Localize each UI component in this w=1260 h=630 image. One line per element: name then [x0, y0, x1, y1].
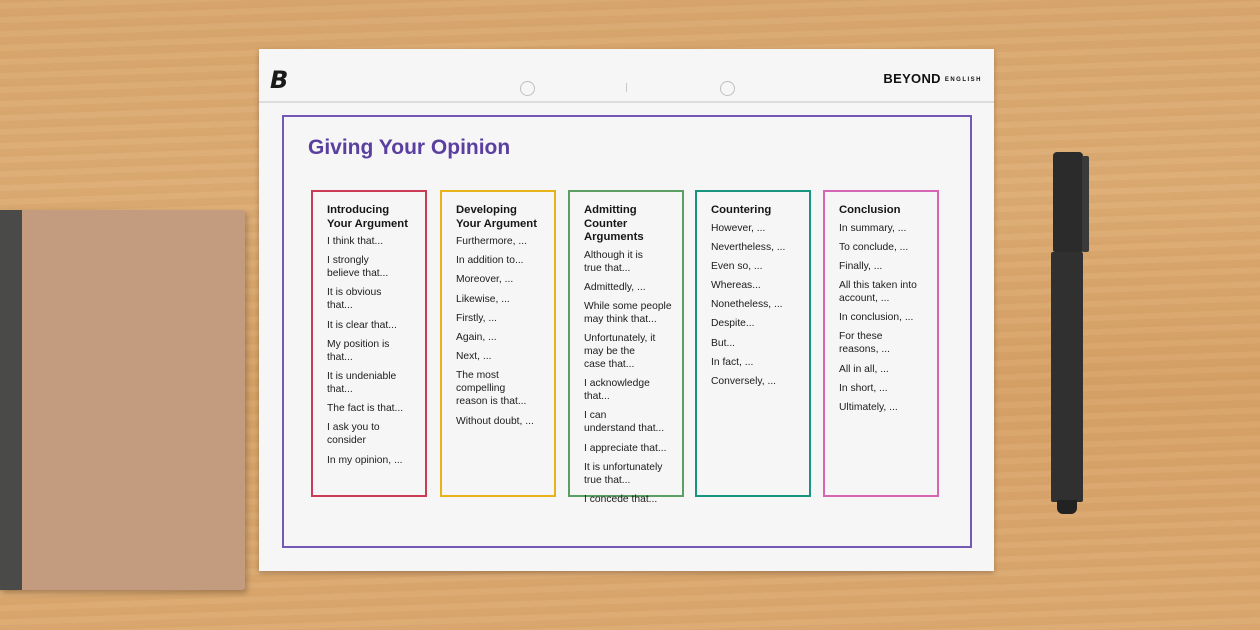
phrase-item: Likewise, ... — [456, 293, 510, 305]
phrase-item: I strongly believe that... — [327, 255, 389, 280]
pen-body — [1051, 252, 1083, 502]
pen-clip — [1082, 156, 1089, 252]
phrase-item: But... — [711, 337, 736, 349]
phrase-item: Furthermore, ... — [456, 236, 527, 247]
phrase-item: Next, ... — [456, 351, 492, 363]
pen-cap — [1053, 152, 1083, 252]
phrase-column: Developing Your Argument Furthermore, ...… — [440, 190, 556, 497]
phrase-item: Finally, ... — [839, 260, 883, 272]
phrase-item: While some people may think that... — [584, 300, 672, 325]
phrase-item: Moreover, ... — [456, 274, 514, 286]
phrase-item: For these reasons, ... — [839, 331, 890, 356]
column-heading: Introducing Your Argument — [327, 204, 408, 230]
phrase-item: Ultimately, ... — [839, 402, 898, 413]
punch-hole-left — [520, 81, 535, 96]
pen-tip — [1057, 500, 1077, 514]
phrase-item: I concede that... — [584, 494, 658, 505]
phrase-item: Again, ... — [456, 331, 497, 343]
phrase-item: I think that... — [327, 236, 384, 247]
phrase-item: In fact, ... — [711, 356, 754, 368]
worksheet: B BEYOND ENGLISH Giving Your Opinion Intr… — [259, 49, 994, 571]
phrase-column: Admitting Counter Arguments Although it i… — [568, 190, 684, 505]
phrase-item: It is undeniable that... — [327, 370, 397, 395]
phrase-item: Admittedly, ... — [584, 281, 646, 293]
logo: B — [270, 66, 289, 94]
phrase-item: The most compelling reason is that... — [456, 370, 527, 408]
phrase-item: Conversely, ... — [711, 376, 777, 387]
phrase-item: I ask you to consider — [327, 422, 380, 447]
phrase-item: I can understand that... — [584, 410, 665, 435]
phrase-item: Although it is true that... — [584, 249, 643, 274]
header-divider — [259, 101, 994, 103]
phrase-item: I appreciate that... — [584, 442, 667, 454]
brand-main: BEYOND — [883, 71, 941, 86]
phrase-item: I acknowledge that... — [584, 378, 650, 403]
phrase-item: Nevertheless, ... — [711, 241, 786, 253]
phrase-item: In my opinion, ... — [327, 454, 403, 466]
phrase-item: It is obvious that... — [327, 287, 382, 312]
phrase-item: All in all, ... — [839, 363, 889, 375]
column-heading: Conclusion — [839, 204, 901, 216]
phrase-item: However, ... — [711, 222, 766, 234]
notebook-spine — [0, 210, 22, 590]
center-mark — [626, 83, 627, 92]
phrase-column: Introducing Your Argument I think that...… — [311, 190, 427, 497]
pen — [1049, 152, 1089, 514]
content-frame: Giving Your Opinion Introducing Your Arg… — [282, 115, 972, 548]
phrase-item: To conclude, ... — [839, 241, 909, 253]
phrase-item: In addition to... — [456, 255, 524, 267]
phrase-item: Unfortunately, it may be the case that..… — [584, 333, 656, 371]
brand-name: BEYOND ENGLISH — [883, 71, 982, 86]
phrase-item: My position is that... — [327, 338, 390, 363]
column-heading: Countering — [711, 204, 772, 216]
phrase-item: Despite... — [711, 318, 755, 330]
column-heading: Developing Your Argument — [456, 204, 537, 230]
page-title: Giving Your Opinion — [308, 136, 511, 159]
phrase-item: It is clear that... — [327, 319, 397, 331]
phrase-item: In summary, ... — [839, 222, 907, 234]
phrase-item: Even so, ... — [711, 260, 763, 272]
phrase-item: In short, ... — [839, 382, 888, 394]
column-heading: Admitting Counter Arguments — [584, 204, 644, 243]
phrase-item: Nonetheless, ... — [711, 299, 783, 311]
phrase-column: Countering However, ... Nevertheless, ... E… — [695, 190, 811, 497]
notebook — [0, 210, 245, 590]
phrase-item: Without doubt, ... — [456, 415, 534, 427]
punch-hole-right — [720, 81, 735, 96]
phrase-item: Whereas... — [711, 280, 761, 292]
phrase-item: Firstly, ... — [456, 312, 497, 324]
phrase-item: The fact is that... — [327, 403, 404, 415]
phrase-column: Conclusion In summary, ... To conclude, ..… — [823, 190, 939, 497]
phrase-item: In conclusion, ... — [839, 312, 914, 324]
phrase-item: All this taken into account, ... — [839, 280, 917, 305]
brand-sub: ENGLISH — [944, 77, 982, 83]
phrase-item: It is unfortunately true that... — [584, 461, 663, 486]
